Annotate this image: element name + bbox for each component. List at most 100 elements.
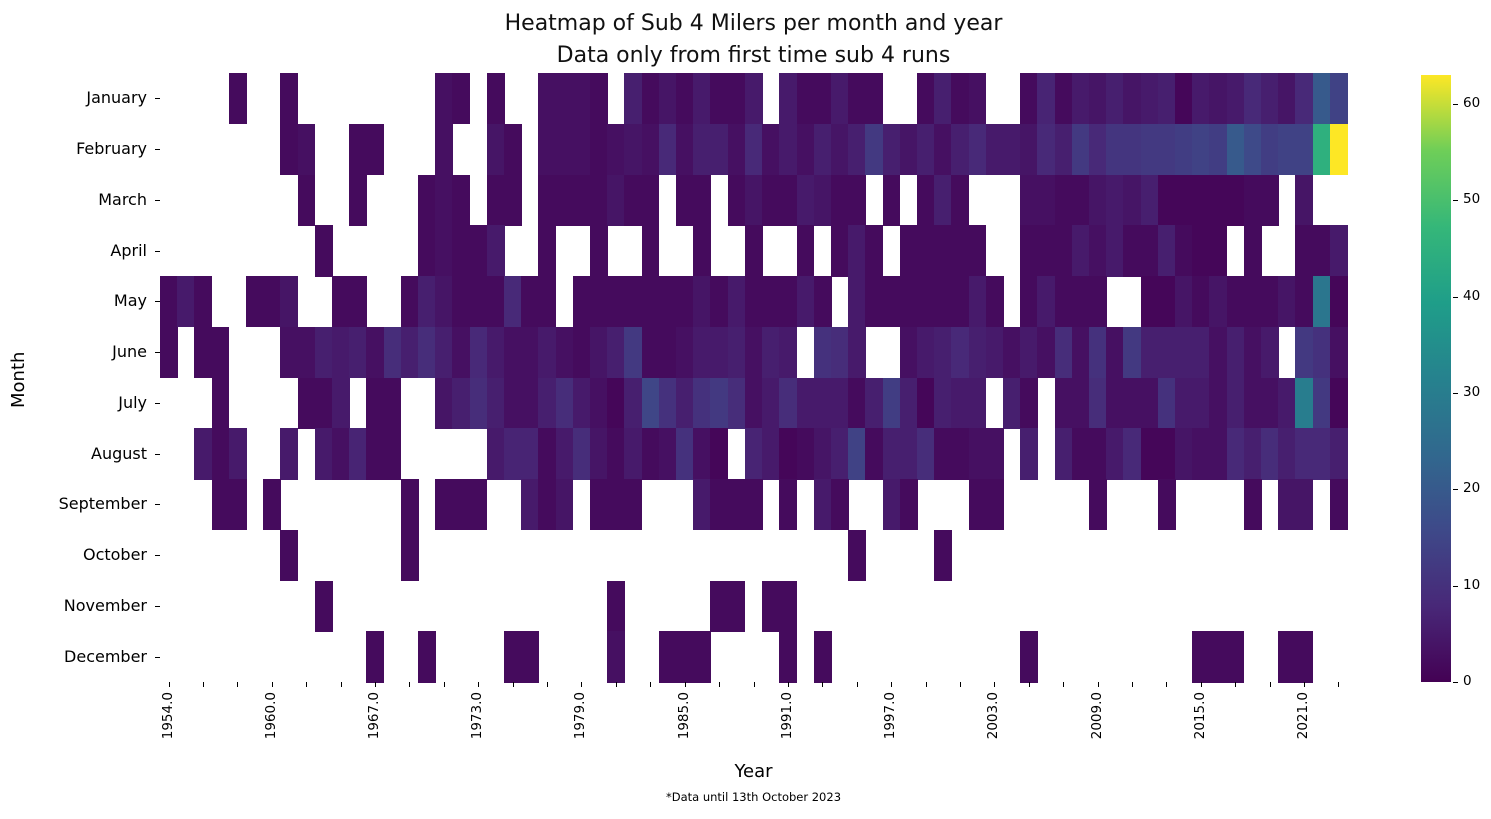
heatmap-cell bbox=[865, 377, 884, 429]
heatmap-cell bbox=[830, 479, 849, 531]
heatmap-cell bbox=[762, 123, 780, 176]
heatmap-cell bbox=[813, 123, 832, 176]
heatmap-cell bbox=[916, 326, 935, 379]
heatmap-cell bbox=[641, 123, 660, 176]
heatmap-cell bbox=[1157, 73, 1176, 125]
heatmap-cell bbox=[727, 326, 746, 379]
heatmap-cell bbox=[521, 479, 540, 531]
heatmap-cell bbox=[486, 225, 505, 277]
heatmap-cell bbox=[848, 377, 866, 429]
heatmap-cell bbox=[486, 428, 505, 480]
heatmap-cell bbox=[521, 326, 540, 379]
heatmap-cell bbox=[1020, 73, 1038, 125]
heatmap-cell bbox=[676, 174, 694, 226]
heatmap-cell bbox=[710, 73, 729, 125]
heatmap-cell bbox=[1226, 326, 1245, 379]
heatmap-cell bbox=[727, 276, 746, 328]
heatmap-cell bbox=[779, 631, 798, 683]
heatmap-cell bbox=[1295, 377, 1314, 429]
heatmap-cell bbox=[641, 428, 660, 480]
heatmap-cell bbox=[1174, 123, 1193, 176]
heatmap-cell bbox=[934, 529, 952, 582]
heatmap-cell bbox=[865, 276, 884, 328]
heatmap-cell bbox=[624, 174, 643, 226]
heatmap-cell bbox=[779, 377, 798, 429]
heatmap-cell bbox=[848, 276, 866, 328]
x-tick bbox=[1028, 682, 1030, 687]
heatmap-cell bbox=[607, 631, 626, 683]
heatmap-cell bbox=[469, 479, 488, 531]
heatmap-cell bbox=[452, 174, 471, 226]
x-tick bbox=[547, 682, 549, 687]
heatmap-cell bbox=[779, 326, 798, 379]
heatmap-cell bbox=[521, 276, 540, 328]
heatmap-cell bbox=[1174, 377, 1193, 429]
heatmap-cell bbox=[1106, 225, 1124, 277]
x-tick bbox=[512, 682, 514, 687]
heatmap-cell bbox=[744, 225, 763, 277]
heatmap-cell bbox=[383, 326, 402, 379]
heatmap-cell bbox=[744, 123, 763, 176]
x-tick bbox=[375, 682, 377, 687]
heatmap-cell bbox=[1278, 631, 1296, 683]
y-tick-label: January bbox=[86, 88, 147, 108]
heatmap-cell bbox=[486, 73, 505, 125]
y-tick-label: July bbox=[118, 392, 147, 412]
heatmap-cell bbox=[263, 479, 281, 531]
heatmap-cell bbox=[1071, 123, 1090, 176]
heatmap-cell bbox=[332, 326, 350, 379]
heatmap-cell bbox=[366, 326, 385, 379]
heatmap-cell bbox=[951, 225, 970, 277]
heatmap-cell bbox=[916, 174, 935, 226]
heatmap-cell bbox=[1054, 326, 1073, 379]
y-tick-label: June bbox=[112, 342, 147, 362]
heatmap-cell bbox=[349, 123, 368, 176]
heatmap-cell bbox=[1209, 73, 1228, 125]
heatmap-cell bbox=[693, 479, 712, 531]
heatmap-cell bbox=[469, 326, 488, 379]
heatmap-cell bbox=[710, 276, 729, 328]
colorbar-tick-label: 30 bbox=[1463, 383, 1481, 400]
heatmap-cell bbox=[1157, 377, 1176, 429]
heatmap-cell bbox=[693, 377, 712, 429]
heatmap-cell bbox=[349, 174, 368, 226]
heatmap-cell bbox=[486, 377, 505, 429]
heatmap-cell bbox=[1243, 377, 1262, 429]
x-tick bbox=[891, 682, 893, 687]
heatmap-cell bbox=[1209, 631, 1228, 683]
heatmap-cell bbox=[1174, 73, 1193, 125]
heatmap-cell bbox=[1140, 428, 1159, 480]
heatmap-cell bbox=[693, 631, 712, 683]
x-tick bbox=[443, 682, 445, 687]
heatmap-cell bbox=[985, 123, 1004, 176]
heatmap-cell bbox=[314, 428, 333, 480]
heatmap-cell bbox=[934, 276, 952, 328]
heatmap-plot-area bbox=[160, 73, 1348, 683]
heatmap-cell bbox=[1295, 123, 1314, 176]
heatmap-cell bbox=[796, 123, 815, 176]
colorbar bbox=[1421, 75, 1451, 682]
heatmap-cell bbox=[280, 428, 299, 480]
x-tick bbox=[168, 682, 170, 687]
heatmap-cell bbox=[1106, 377, 1124, 429]
heatmap-cell bbox=[1312, 123, 1331, 176]
colorbar-tick-label: 10 bbox=[1463, 576, 1481, 593]
heatmap-cell bbox=[951, 123, 970, 176]
colorbar-tick bbox=[1453, 585, 1458, 587]
heatmap-cell bbox=[1054, 73, 1073, 125]
heatmap-cell bbox=[314, 225, 333, 277]
heatmap-cell bbox=[934, 123, 952, 176]
heatmap-cell bbox=[830, 428, 849, 480]
heatmap-cell bbox=[813, 631, 832, 683]
x-tick-label: 1973.0 bbox=[469, 692, 486, 740]
heatmap-cell bbox=[572, 73, 591, 125]
x-tick bbox=[306, 682, 308, 687]
heatmap-cell bbox=[1295, 326, 1314, 379]
heatmap-cell bbox=[1002, 377, 1021, 429]
heatmap-cell bbox=[1243, 479, 1262, 531]
heatmap-cell bbox=[796, 225, 815, 277]
heatmap-cell bbox=[366, 631, 385, 683]
heatmap-cell bbox=[1226, 73, 1245, 125]
heatmap-cell bbox=[486, 174, 505, 226]
colorbar-tick bbox=[1453, 392, 1458, 394]
